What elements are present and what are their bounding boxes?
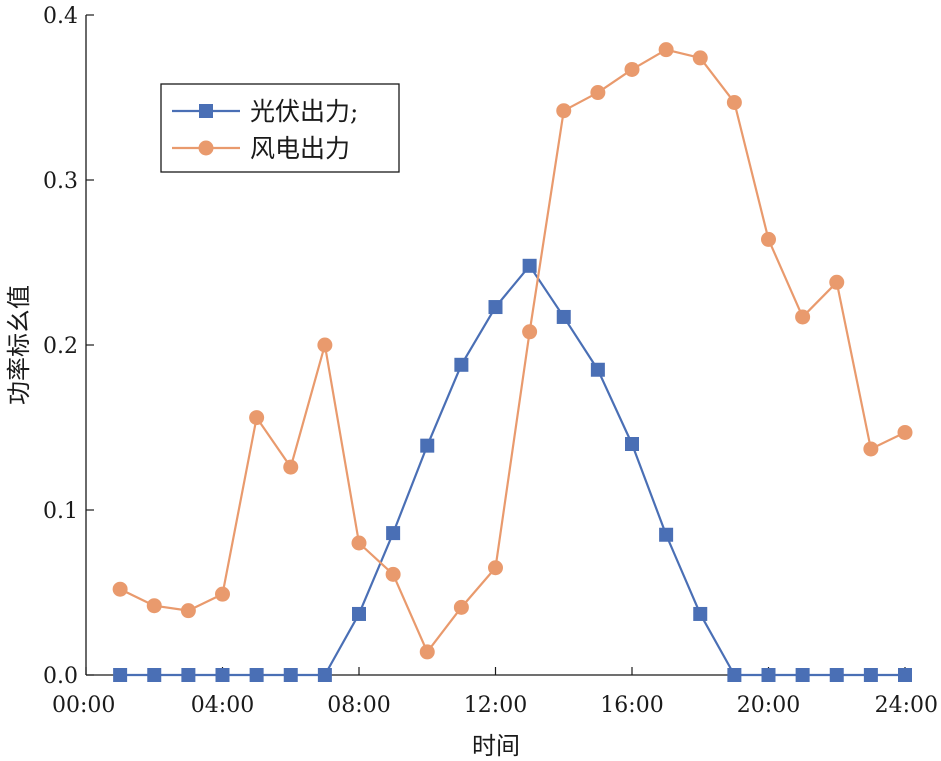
data-point-circle xyxy=(283,459,299,475)
x-tick-label: 04:00 xyxy=(191,693,254,718)
data-point-square xyxy=(761,668,776,682)
y-tick-label: 0.1 xyxy=(43,499,78,524)
data-point-circle xyxy=(180,603,196,619)
data-point-square xyxy=(659,527,674,542)
series-line-1 xyxy=(119,48,906,654)
x-tick-label: 12:00 xyxy=(464,693,527,718)
legend: 光伏出力; 风电出力 xyxy=(160,83,400,173)
data-point-circle xyxy=(317,337,333,353)
data-point-square xyxy=(317,668,332,682)
y-tick-label: 0.3 xyxy=(43,169,78,194)
data-point-circle xyxy=(624,61,640,77)
data-point-square xyxy=(488,300,503,315)
data-point-circle xyxy=(419,644,435,660)
legend-marker-square xyxy=(199,104,213,118)
y-tick-label: 0.4 xyxy=(43,4,78,29)
data-point-square xyxy=(352,606,366,621)
legend-marker-circle xyxy=(198,140,214,156)
legend-label: 风电出力 xyxy=(250,134,350,163)
data-point-square xyxy=(556,309,571,324)
series-line-0 xyxy=(120,264,905,677)
data-point-square xyxy=(181,668,196,682)
data-point-circle xyxy=(863,441,879,457)
x-tick-label: 24:00 xyxy=(875,693,938,718)
chart-axes: 0.0 0.1 0.2 0.3 0.4 00:00 04:00 08:00 12:00 16:00… xyxy=(43,4,938,718)
data-point-circle xyxy=(351,535,367,551)
data-point-square xyxy=(795,668,810,682)
data-point-circle xyxy=(692,50,708,66)
data-point-square xyxy=(454,357,469,372)
data-point-circle xyxy=(249,410,265,426)
data-point-circle xyxy=(658,42,674,58)
y-axis-title: 功率标幺值 xyxy=(5,285,33,405)
data-point-circle xyxy=(726,94,742,110)
data-point-square xyxy=(727,668,742,682)
data-point-square xyxy=(283,668,298,682)
data-point-circle xyxy=(761,231,776,247)
data-point-circle xyxy=(385,566,401,582)
data-point-circle xyxy=(897,424,913,440)
data-point-circle xyxy=(488,560,503,576)
data-point-circle xyxy=(556,103,572,119)
x-tick-label: 00:00 xyxy=(52,693,115,718)
series-markers xyxy=(112,42,913,682)
y-tick-label: 0.2 xyxy=(43,334,78,359)
data-point-square xyxy=(386,526,401,541)
data-point-circle xyxy=(146,598,162,614)
data-point-square xyxy=(693,606,708,621)
data-point-square xyxy=(829,668,844,682)
x-axis-title: 时间 xyxy=(472,732,520,760)
data-point-square xyxy=(625,437,639,451)
data-point-square xyxy=(113,668,128,682)
data-point-square xyxy=(863,668,878,682)
x-tick-label: 08:00 xyxy=(327,693,390,718)
data-point-circle xyxy=(522,324,538,340)
data-point-square xyxy=(249,668,264,682)
data-point-circle xyxy=(590,85,606,101)
x-tick-label: 16:00 xyxy=(600,693,663,718)
data-point-square xyxy=(420,438,435,453)
legend-box xyxy=(160,83,400,173)
data-point-square xyxy=(215,668,230,682)
y-tick-label: 0.0 xyxy=(43,664,78,689)
data-point-square xyxy=(590,362,605,377)
x-tick-label: 20:00 xyxy=(737,693,800,718)
data-point-circle xyxy=(453,599,469,615)
data-point-square xyxy=(147,668,162,682)
data-point-circle xyxy=(829,274,845,290)
legend-label: 光伏出力; xyxy=(250,97,358,126)
data-point-circle xyxy=(112,581,128,597)
data-point-circle xyxy=(795,309,811,325)
data-point-circle xyxy=(215,586,230,602)
data-point-square xyxy=(898,668,912,682)
data-point-square xyxy=(522,258,537,273)
